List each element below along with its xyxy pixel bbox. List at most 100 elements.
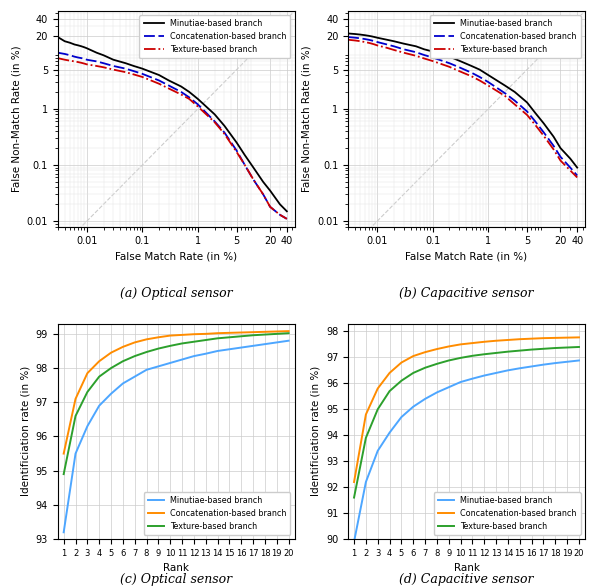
Texture-based branch [80, 60, 88, 67]
Minutiae-based branch [468, 63, 475, 70]
Texture-based branch [273, 331, 280, 338]
Minutiae-based branch [540, 120, 547, 127]
Texture-based branch [221, 130, 228, 137]
Texture-based branch [60, 471, 67, 478]
Line: Texture-based branch: Texture-based branch [348, 40, 577, 178]
Concatenation-based branch [361, 36, 368, 43]
Texture-based branch [93, 63, 100, 70]
Texture-based branch [238, 333, 245, 340]
Texture-based branch [71, 58, 78, 65]
Texture-based branch [501, 93, 508, 100]
Texture-based branch [365, 39, 372, 46]
Minutiae-based branch [156, 71, 163, 79]
Line: Minutiae-based branch: Minutiae-based branch [348, 33, 577, 168]
Texture-based branch [457, 355, 464, 362]
Concatenation-based branch [143, 336, 150, 343]
Minutiae-based branch [250, 342, 257, 349]
Texture-based branch [139, 73, 146, 80]
Line: Concatenation-based branch: Concatenation-based branch [58, 53, 287, 219]
Minutiae-based branch [122, 60, 129, 67]
Texture-based branch [429, 57, 436, 64]
Minutiae-based branch [552, 360, 559, 367]
Minutiae-based branch [119, 380, 126, 387]
Texture-based branch [371, 41, 378, 48]
Concatenation-based branch [186, 94, 193, 101]
Minutiae-based branch [95, 402, 103, 409]
Legend: Minutiae-based branch, Concatenation-based branch, Texture-based branch: Minutiae-based branch, Concatenation-bas… [430, 15, 581, 58]
Texture-based branch [131, 353, 138, 360]
Minutiae-based branch [374, 34, 381, 41]
Texture-based branch [567, 167, 574, 174]
Concatenation-based branch [504, 336, 511, 343]
Concatenation-based branch [178, 331, 185, 338]
Concatenation-based branch [429, 54, 436, 61]
Minutiae-based branch [250, 164, 257, 171]
Minutiae-based branch [350, 538, 358, 545]
Minutiae-based branch [71, 41, 78, 48]
Texture-based branch [165, 85, 172, 92]
Concatenation-based branch [383, 41, 390, 48]
Minutiae-based branch [421, 396, 429, 403]
Texture-based branch [95, 373, 103, 380]
Texture-based branch [233, 149, 240, 156]
Texture-based branch [211, 118, 218, 125]
Texture-based branch [250, 332, 257, 339]
Concatenation-based branch [501, 90, 508, 97]
Minutiae-based branch [266, 187, 274, 194]
X-axis label: False Match Rate (in %): False Match Rate (in %) [405, 252, 527, 262]
Texture-based branch [262, 331, 269, 338]
Minutiae-based branch [352, 30, 359, 38]
Texture-based branch [445, 357, 452, 364]
Minutiae-based branch [357, 31, 364, 38]
Concatenation-based branch [122, 65, 129, 72]
Minutiae-based branch [100, 52, 107, 59]
Line: Concatenation-based branch: Concatenation-based branch [64, 331, 288, 454]
Texture-based branch [368, 40, 375, 47]
Texture-based branch [186, 96, 193, 103]
Minutiae-based branch [221, 122, 228, 130]
Minutiae-based branch [575, 357, 582, 364]
Concatenation-based branch [362, 411, 370, 418]
Concatenation-based branch [557, 154, 564, 161]
Texture-based branch [550, 146, 557, 153]
Texture-based branch [190, 338, 197, 345]
Concatenation-based branch [552, 335, 559, 342]
Minutiae-based branch [211, 111, 218, 118]
Minutiae-based branch [476, 66, 483, 73]
Texture-based branch [72, 413, 79, 420]
Texture-based branch [398, 377, 405, 384]
Concatenation-based branch [283, 215, 290, 222]
Concatenation-based branch [83, 56, 91, 63]
Concatenation-based branch [95, 357, 103, 364]
Minutiae-based branch [84, 423, 91, 430]
Concatenation-based branch [409, 353, 417, 360]
Minutiae-based branch [362, 479, 370, 486]
Texture-based branch [564, 344, 571, 351]
Minutiae-based branch [485, 71, 492, 79]
Minutiae-based branch [368, 33, 375, 40]
Minutiae-based branch [344, 30, 352, 37]
Minutiae-based branch [155, 363, 162, 370]
Concatenation-based branch [421, 52, 428, 59]
Concatenation-based branch [523, 108, 530, 115]
Minutiae-based branch [60, 529, 67, 536]
Concatenation-based branch [344, 33, 352, 40]
Texture-based branch [552, 345, 559, 352]
Minutiae-based branch [283, 208, 290, 215]
Concatenation-based branch [433, 346, 440, 353]
Minutiae-based branch [273, 339, 280, 346]
Line: Texture-based branch: Texture-based branch [64, 333, 288, 474]
Concatenation-based branch [398, 359, 405, 366]
Concatenation-based branch [457, 341, 464, 348]
Line: Minutiae-based branch: Minutiae-based branch [58, 37, 287, 212]
Concatenation-based branch [273, 328, 280, 335]
Minutiae-based branch [398, 414, 405, 421]
Texture-based branch [386, 387, 393, 394]
Texture-based branch [250, 176, 257, 183]
Texture-based branch [350, 494, 358, 501]
Concatenation-based branch [250, 329, 257, 336]
Line: Concatenation-based branch: Concatenation-based branch [348, 37, 577, 176]
Concatenation-based branch [374, 39, 381, 46]
Texture-based branch [202, 336, 209, 343]
Concatenation-based branch [446, 60, 453, 67]
